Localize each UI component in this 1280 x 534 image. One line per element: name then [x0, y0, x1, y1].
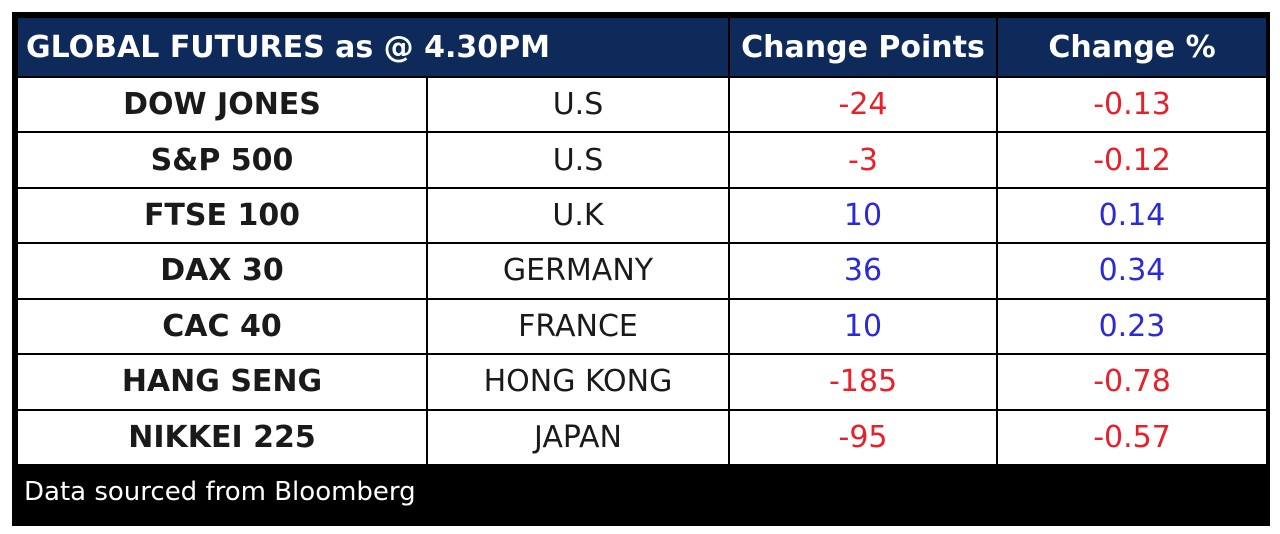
table-row: HANG SENG HONG KONG -185 -0.78	[16, 353, 1268, 411]
index-name: FTSE 100	[16, 186, 428, 245]
index-name: NIKKEI 225	[16, 408, 428, 467]
column-header-change-points: Change Points	[728, 16, 998, 78]
futures-table-frame: GLOBAL FUTURES as @ 4.30PM Change Points…	[12, 12, 1270, 526]
table-header-row: GLOBAL FUTURES as @ 4.30PM Change Points…	[16, 16, 1268, 78]
change-points-value: 10	[728, 297, 998, 356]
change-percent-value: 0.14	[996, 186, 1268, 245]
change-points-value: 36	[728, 242, 998, 300]
change-percent-value: 0.23	[996, 297, 1268, 356]
change-points-value: -95	[728, 408, 998, 467]
region-name: GERMANY	[426, 242, 730, 300]
column-header-change-percent: Change %	[996, 16, 1268, 78]
global-futures-table: GLOBAL FUTURES as @ 4.30PM Change Points…	[16, 16, 1268, 467]
table-row: CAC 40 FRANCE 10 0.23	[16, 297, 1268, 356]
change-points-value: -185	[728, 353, 998, 411]
change-points-value: 10	[728, 186, 998, 245]
index-name: HANG SENG	[16, 353, 428, 411]
region-name: FRANCE	[426, 297, 730, 356]
change-percent-value: 0.34	[996, 242, 1268, 300]
change-percent-value: -0.57	[996, 408, 1268, 467]
table-row: FTSE 100 U.K 10 0.14	[16, 186, 1268, 245]
table-title: GLOBAL FUTURES as @ 4.30PM	[16, 16, 730, 78]
table-row: DAX 30 GERMANY 36 0.34	[16, 242, 1268, 300]
index-name: S&P 500	[16, 131, 428, 189]
source-note: Data sourced from Bloomberg	[24, 477, 416, 507]
change-points-value: -24	[728, 75, 998, 134]
table-row: DOW JONES U.S -24 -0.13	[16, 75, 1268, 134]
change-percent-value: -0.12	[996, 131, 1268, 189]
region-name: JAPAN	[426, 408, 730, 467]
index-name: CAC 40	[16, 297, 428, 356]
table-row: NIKKEI 225 JAPAN -95 -0.57	[16, 408, 1268, 467]
index-name: DAX 30	[16, 242, 428, 300]
region-name: U.S	[426, 131, 730, 189]
index-name: DOW JONES	[16, 75, 428, 134]
region-name: U.K	[426, 186, 730, 245]
change-percent-value: -0.13	[996, 75, 1268, 134]
change-percent-value: -0.78	[996, 353, 1268, 411]
region-name: U.S	[426, 75, 730, 134]
table-row: S&P 500 U.S -3 -0.12	[16, 131, 1268, 189]
change-points-value: -3	[728, 131, 998, 189]
table-body: DOW JONES U.S -24 -0.13 S&P 500 U.S -3 -0.12 FTS…	[16, 75, 1268, 467]
source-footer: Data sourced from Bloomberg	[16, 466, 1266, 518]
region-name: HONG KONG	[426, 353, 730, 411]
